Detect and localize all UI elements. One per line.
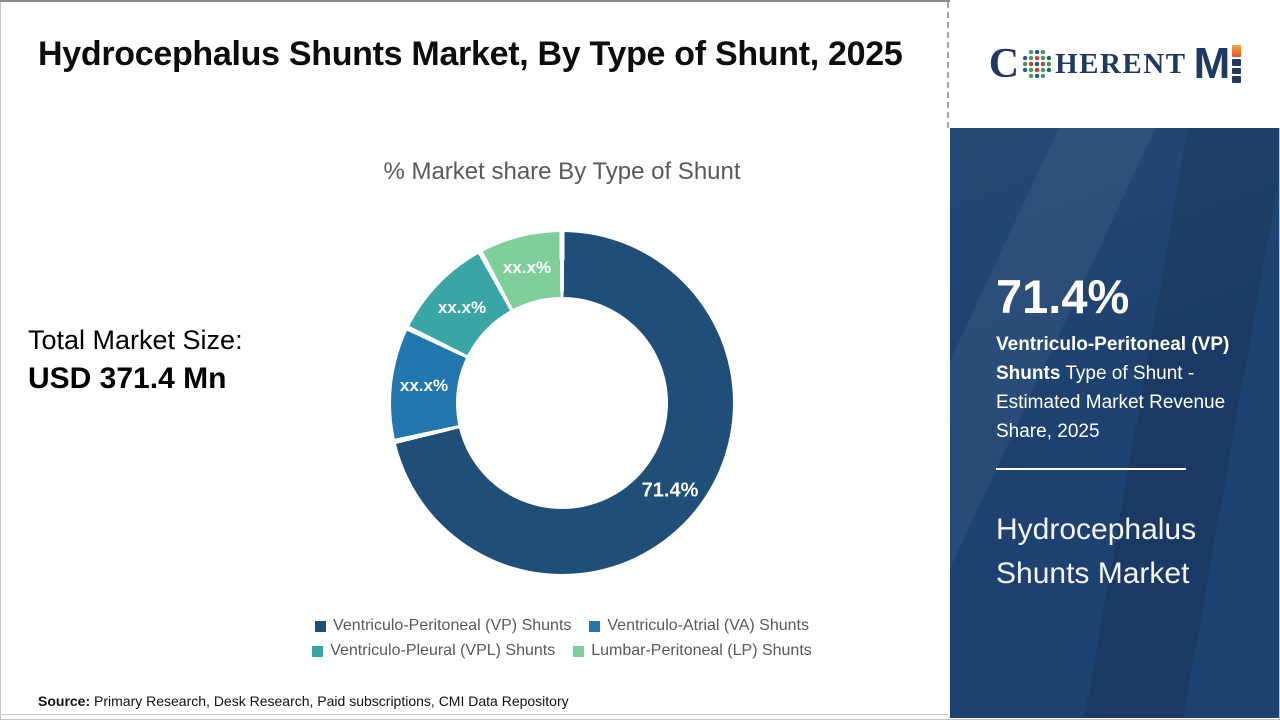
sidebar-market-name: Hydrocephalus Shunts Market: [996, 513, 1197, 590]
highlight-sidebar: 71.4% Ventriculo-Peritoneal (VP) Shunts …: [950, 128, 1279, 718]
legend-swatch-vp: [315, 620, 327, 632]
donut-ring: [391, 232, 733, 574]
sidebar-share-desc-rest: Type of Shunt - Estimated Market Revenue…: [996, 363, 1226, 442]
legend-label-va: Ventriculo-Atrial (VA) Shunts: [607, 617, 809, 634]
slice-label-vpl: xx.x%: [437, 298, 487, 317]
total-market-size-value: USD 371.4 Mn: [28, 362, 227, 395]
slice-label-va: xx.x%: [399, 376, 449, 395]
legend-item-vp: Ventriculo-Peritoneal (VP) Shunts: [315, 617, 571, 635]
legend-swatch-va: [589, 620, 601, 632]
legend-item-vpl: Ventriculo-Pleural (VPL) Shunts: [312, 642, 555, 660]
logo-letters-herent: HERENT: [1055, 47, 1187, 80]
chart-legend: Ventriculo-Peritoneal (VP) Shunts Ventri…: [230, 617, 894, 660]
total-market-size-block: Total Market Size: USD 371.4 Mn: [28, 322, 243, 399]
legend-swatch-lp: [573, 645, 585, 657]
coherent-mi-logo: C HERENT M: [988, 39, 1242, 88]
page-title: Hydrocephalus Shunts Market, By Type of …: [38, 35, 903, 73]
source-label: Source:: [38, 693, 91, 709]
vertical-dashed-divider: [947, 2, 949, 128]
legend-swatch-vpl: [312, 645, 324, 657]
source-line: Source: Primary Research, Desk Research,…: [38, 693, 569, 709]
brand-logo-box: C HERENT M: [950, 0, 1280, 128]
logo-letter-c: C: [988, 41, 1020, 87]
legend-label-vpl: Ventriculo-Pleural (VPL) Shunts: [330, 642, 556, 659]
sidebar-share-desc-bold: Ventriculo-Peritoneal (VP) Shunts: [996, 334, 1230, 384]
slice-label-lp: xx.x%: [502, 258, 552, 277]
sidebar-share-value: 71.4%: [996, 270, 1130, 323]
logo-letter-m: M: [1193, 39, 1231, 88]
source-text: Primary Research, Desk Research, Paid su…: [90, 693, 569, 709]
donut-chart: 71.4% xx.x% xx.x% xx.x%: [391, 232, 733, 574]
logo-i-glyph: [1232, 45, 1242, 84]
legend-item-va: Ventriculo-Atrial (VA) Shunts: [589, 617, 809, 635]
chart-subtitle: % Market share By Type of Shunt: [383, 158, 741, 185]
globe-dots-icon: [1022, 49, 1052, 79]
total-market-size-label: Total Market Size:: [28, 325, 243, 355]
legend-label-vp: Ventriculo-Peritoneal (VP) Shunts: [333, 617, 572, 634]
sidebar-share-description: Ventriculo-Peritoneal (VP) Shunts Type o…: [996, 330, 1258, 446]
legend-item-lp: Lumbar-Peritoneal (LP) Shunts: [573, 642, 812, 660]
sidebar-divider: [996, 468, 1186, 470]
legend-label-lp: Lumbar-Peritoneal (LP) Shunts: [591, 642, 812, 659]
slice-label-vp: 71.4%: [641, 479, 699, 502]
bottom-hairline: [2, 714, 948, 715]
